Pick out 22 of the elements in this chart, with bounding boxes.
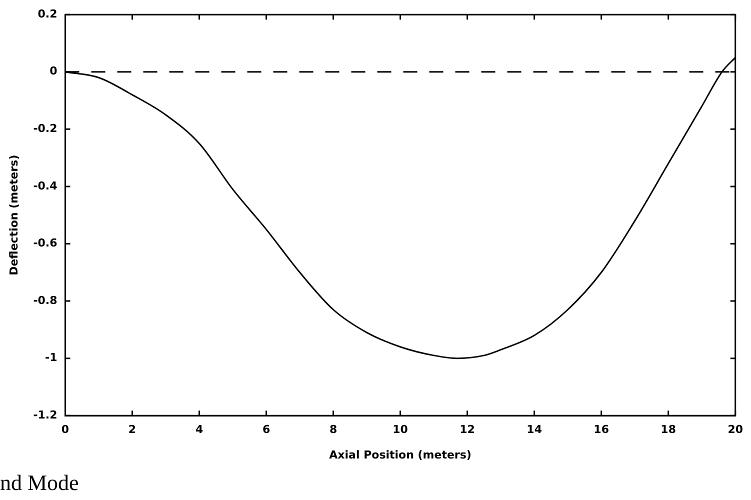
y-tick-label: -0.2	[33, 122, 58, 136]
x-tick-label: 4	[195, 423, 204, 436]
x-tick-label: 18	[660, 423, 676, 436]
y-tick-label: -1.2	[33, 408, 58, 422]
x-tick-label: 20	[728, 423, 744, 436]
x-tick-label: 14	[526, 423, 542, 436]
x-tick-label: 2	[128, 423, 136, 436]
y-tick-label: -1	[45, 351, 58, 364]
x-tick-label: 6	[262, 423, 270, 436]
x-tick-label: 10	[392, 423, 408, 436]
x-tick-label: 8	[329, 423, 338, 436]
x-tick-label: 0	[61, 423, 70, 436]
x-tick-label: 16	[594, 423, 610, 436]
y-axis-title: Deflection (meters)	[7, 154, 20, 276]
x-tick-label: 12	[460, 423, 475, 436]
y-tick-label: -0.6	[33, 236, 58, 250]
text: nd Mode	[0, 470, 79, 496]
y-tick-label: -0.4	[33, 179, 58, 192]
y-tick-label: 0	[50, 64, 58, 78]
x-axis-title: Axial Position (meters)	[329, 448, 472, 462]
y-tick-label: -0.8	[33, 294, 58, 307]
y-tick-label: 0.2	[38, 7, 58, 20]
